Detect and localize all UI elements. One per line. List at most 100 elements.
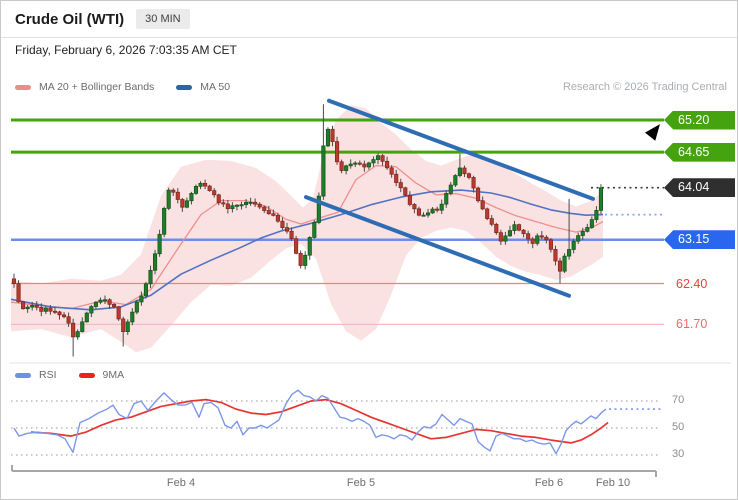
candle-body <box>198 182 203 187</box>
candle-body <box>43 307 48 312</box>
candle-body <box>61 314 67 318</box>
candle-body <box>175 191 180 200</box>
candle-body <box>239 204 244 207</box>
ma20-bollinger-label: MA 20 + Bollinger Bands <box>39 81 155 93</box>
candle-body <box>294 238 299 254</box>
candle-body <box>207 185 212 191</box>
candle-body <box>516 224 522 231</box>
header: Crude Oil (WTI) 30 MIN <box>1 1 737 38</box>
candle-body <box>102 299 108 302</box>
candle-body <box>134 301 139 313</box>
ma20-bollinger-swatch <box>15 84 31 90</box>
candle-body <box>253 201 258 205</box>
candle-body <box>225 203 230 210</box>
candle-body <box>57 311 62 316</box>
candle-body <box>344 165 349 171</box>
candle-body <box>171 189 176 193</box>
candle-body <box>339 161 344 171</box>
candle-body <box>234 204 240 207</box>
candle-body <box>548 239 553 250</box>
candle-body <box>112 303 117 308</box>
candle-body <box>371 159 376 164</box>
price-level-tag-63.15: 63.15 <box>664 230 735 250</box>
rsi-line <box>13 389 607 455</box>
candle-body <box>503 235 508 242</box>
candle-body <box>298 252 303 266</box>
breakout-arrow-shaft <box>600 138 649 200</box>
bollinger-band <box>11 105 603 353</box>
datetime-text: Friday, February 6, 2026 7:03:35 AM CET <box>15 43 237 57</box>
candle-body <box>121 318 126 332</box>
candle-body <box>98 299 103 303</box>
candle-body <box>280 220 285 228</box>
candle-body <box>544 236 549 241</box>
candle-body <box>580 231 585 236</box>
candle-body <box>139 295 144 303</box>
candle-body <box>366 162 371 168</box>
ma50-swatch <box>176 84 193 90</box>
candle-body <box>576 235 581 242</box>
candle-body <box>244 202 249 206</box>
candle-body <box>380 155 385 162</box>
candle-body <box>93 301 98 307</box>
price-level-text-62.40: 62.40 <box>676 276 708 291</box>
candle-body <box>585 227 590 232</box>
candle-body <box>466 173 472 178</box>
x-axis-label-feb-4: Feb 4 <box>166 477 196 489</box>
candle-body <box>148 269 153 285</box>
candle-body <box>307 237 312 256</box>
candle-body <box>571 240 576 250</box>
candle-body <box>526 233 531 240</box>
x-axis-label-feb-5: Feb 5 <box>346 477 376 489</box>
price-level-text-61.70: 61.70 <box>676 317 708 332</box>
candle-body <box>162 208 167 235</box>
candle-body <box>39 307 44 312</box>
rsi-tick-70: 70 <box>672 394 685 406</box>
candle-body <box>216 194 221 204</box>
candle-body <box>80 321 85 332</box>
candle-body <box>375 155 381 160</box>
candle-body <box>403 187 408 196</box>
rsi-label: RSI <box>39 369 57 381</box>
research-credit: Research © 2026 Trading Central <box>562 81 727 93</box>
candle-body <box>125 321 130 332</box>
candle-body <box>89 306 94 314</box>
candle-body <box>166 189 171 209</box>
instrument-title: Crude Oil (WTI) <box>15 10 125 28</box>
candle-body <box>48 307 53 312</box>
candle-body <box>435 208 440 211</box>
candle-body <box>512 224 517 231</box>
candle-body <box>312 222 317 238</box>
candle-body <box>521 229 526 235</box>
candle-body <box>530 238 535 244</box>
candle-body <box>230 205 235 210</box>
candle-body <box>66 316 71 324</box>
candle-body <box>16 283 21 303</box>
ma50-label: MA 50 <box>200 81 231 93</box>
price-level-tag-64.04: 64.04 <box>664 178 735 198</box>
candle-body <box>289 230 294 239</box>
rsi-tick-50: 50 <box>672 421 685 433</box>
candle-body <box>494 223 499 234</box>
candle-body <box>330 128 335 142</box>
candle-body <box>203 182 208 187</box>
candle-body <box>189 193 194 202</box>
candle-body <box>407 194 412 205</box>
candle-body <box>557 260 563 272</box>
candle-body <box>335 141 340 163</box>
candle-body <box>453 175 458 186</box>
candle-body <box>52 310 58 313</box>
candle-body <box>444 193 449 205</box>
candle-body <box>362 163 367 168</box>
price-legend: MA 20 + Bollinger Bands MA 50 <box>15 81 244 93</box>
rsi-legend: RSI 9MA <box>15 369 138 381</box>
candle-body <box>462 167 467 175</box>
candle-body <box>348 163 353 167</box>
candle-body <box>143 283 149 297</box>
candle-body <box>471 177 476 189</box>
price-level-tag-64.65: 64.65 <box>664 142 735 162</box>
candle-body <box>180 199 185 208</box>
candle-body <box>589 219 594 228</box>
